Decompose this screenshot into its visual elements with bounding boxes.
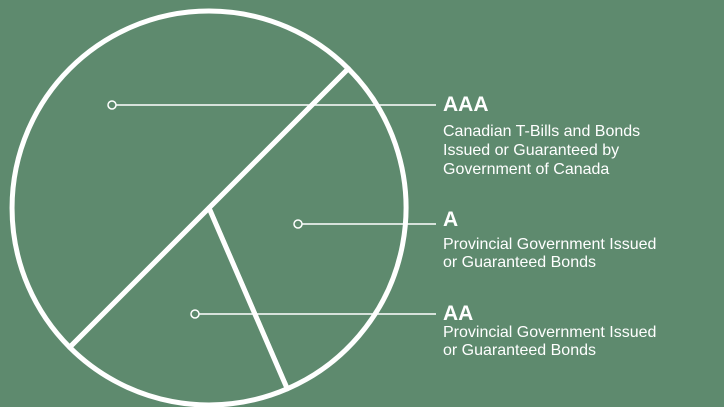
- category-description: Government of Canada: [443, 161, 609, 178]
- leader-dot: [190, 309, 200, 319]
- category-label: A: [443, 208, 458, 231]
- leader-dot: [293, 219, 303, 229]
- pie-slice: [206, 66, 409, 392]
- category-description: Issued or Guaranteed by: [443, 142, 619, 159]
- category-description: or Guaranteed Bonds: [443, 342, 596, 359]
- category-label: AAA: [443, 93, 489, 116]
- pie-slice: [9, 8, 351, 350]
- category-label: AA: [443, 302, 473, 325]
- category-description: or Guaranteed Bonds: [443, 254, 596, 271]
- pie-slice: [67, 205, 290, 407]
- category-description: Provincial Government Issued: [443, 236, 656, 253]
- category-description: Canadian T-Bills and Bonds: [443, 123, 640, 140]
- category-description: Provincial Government Issued: [443, 324, 656, 341]
- leader-dot: [107, 100, 117, 110]
